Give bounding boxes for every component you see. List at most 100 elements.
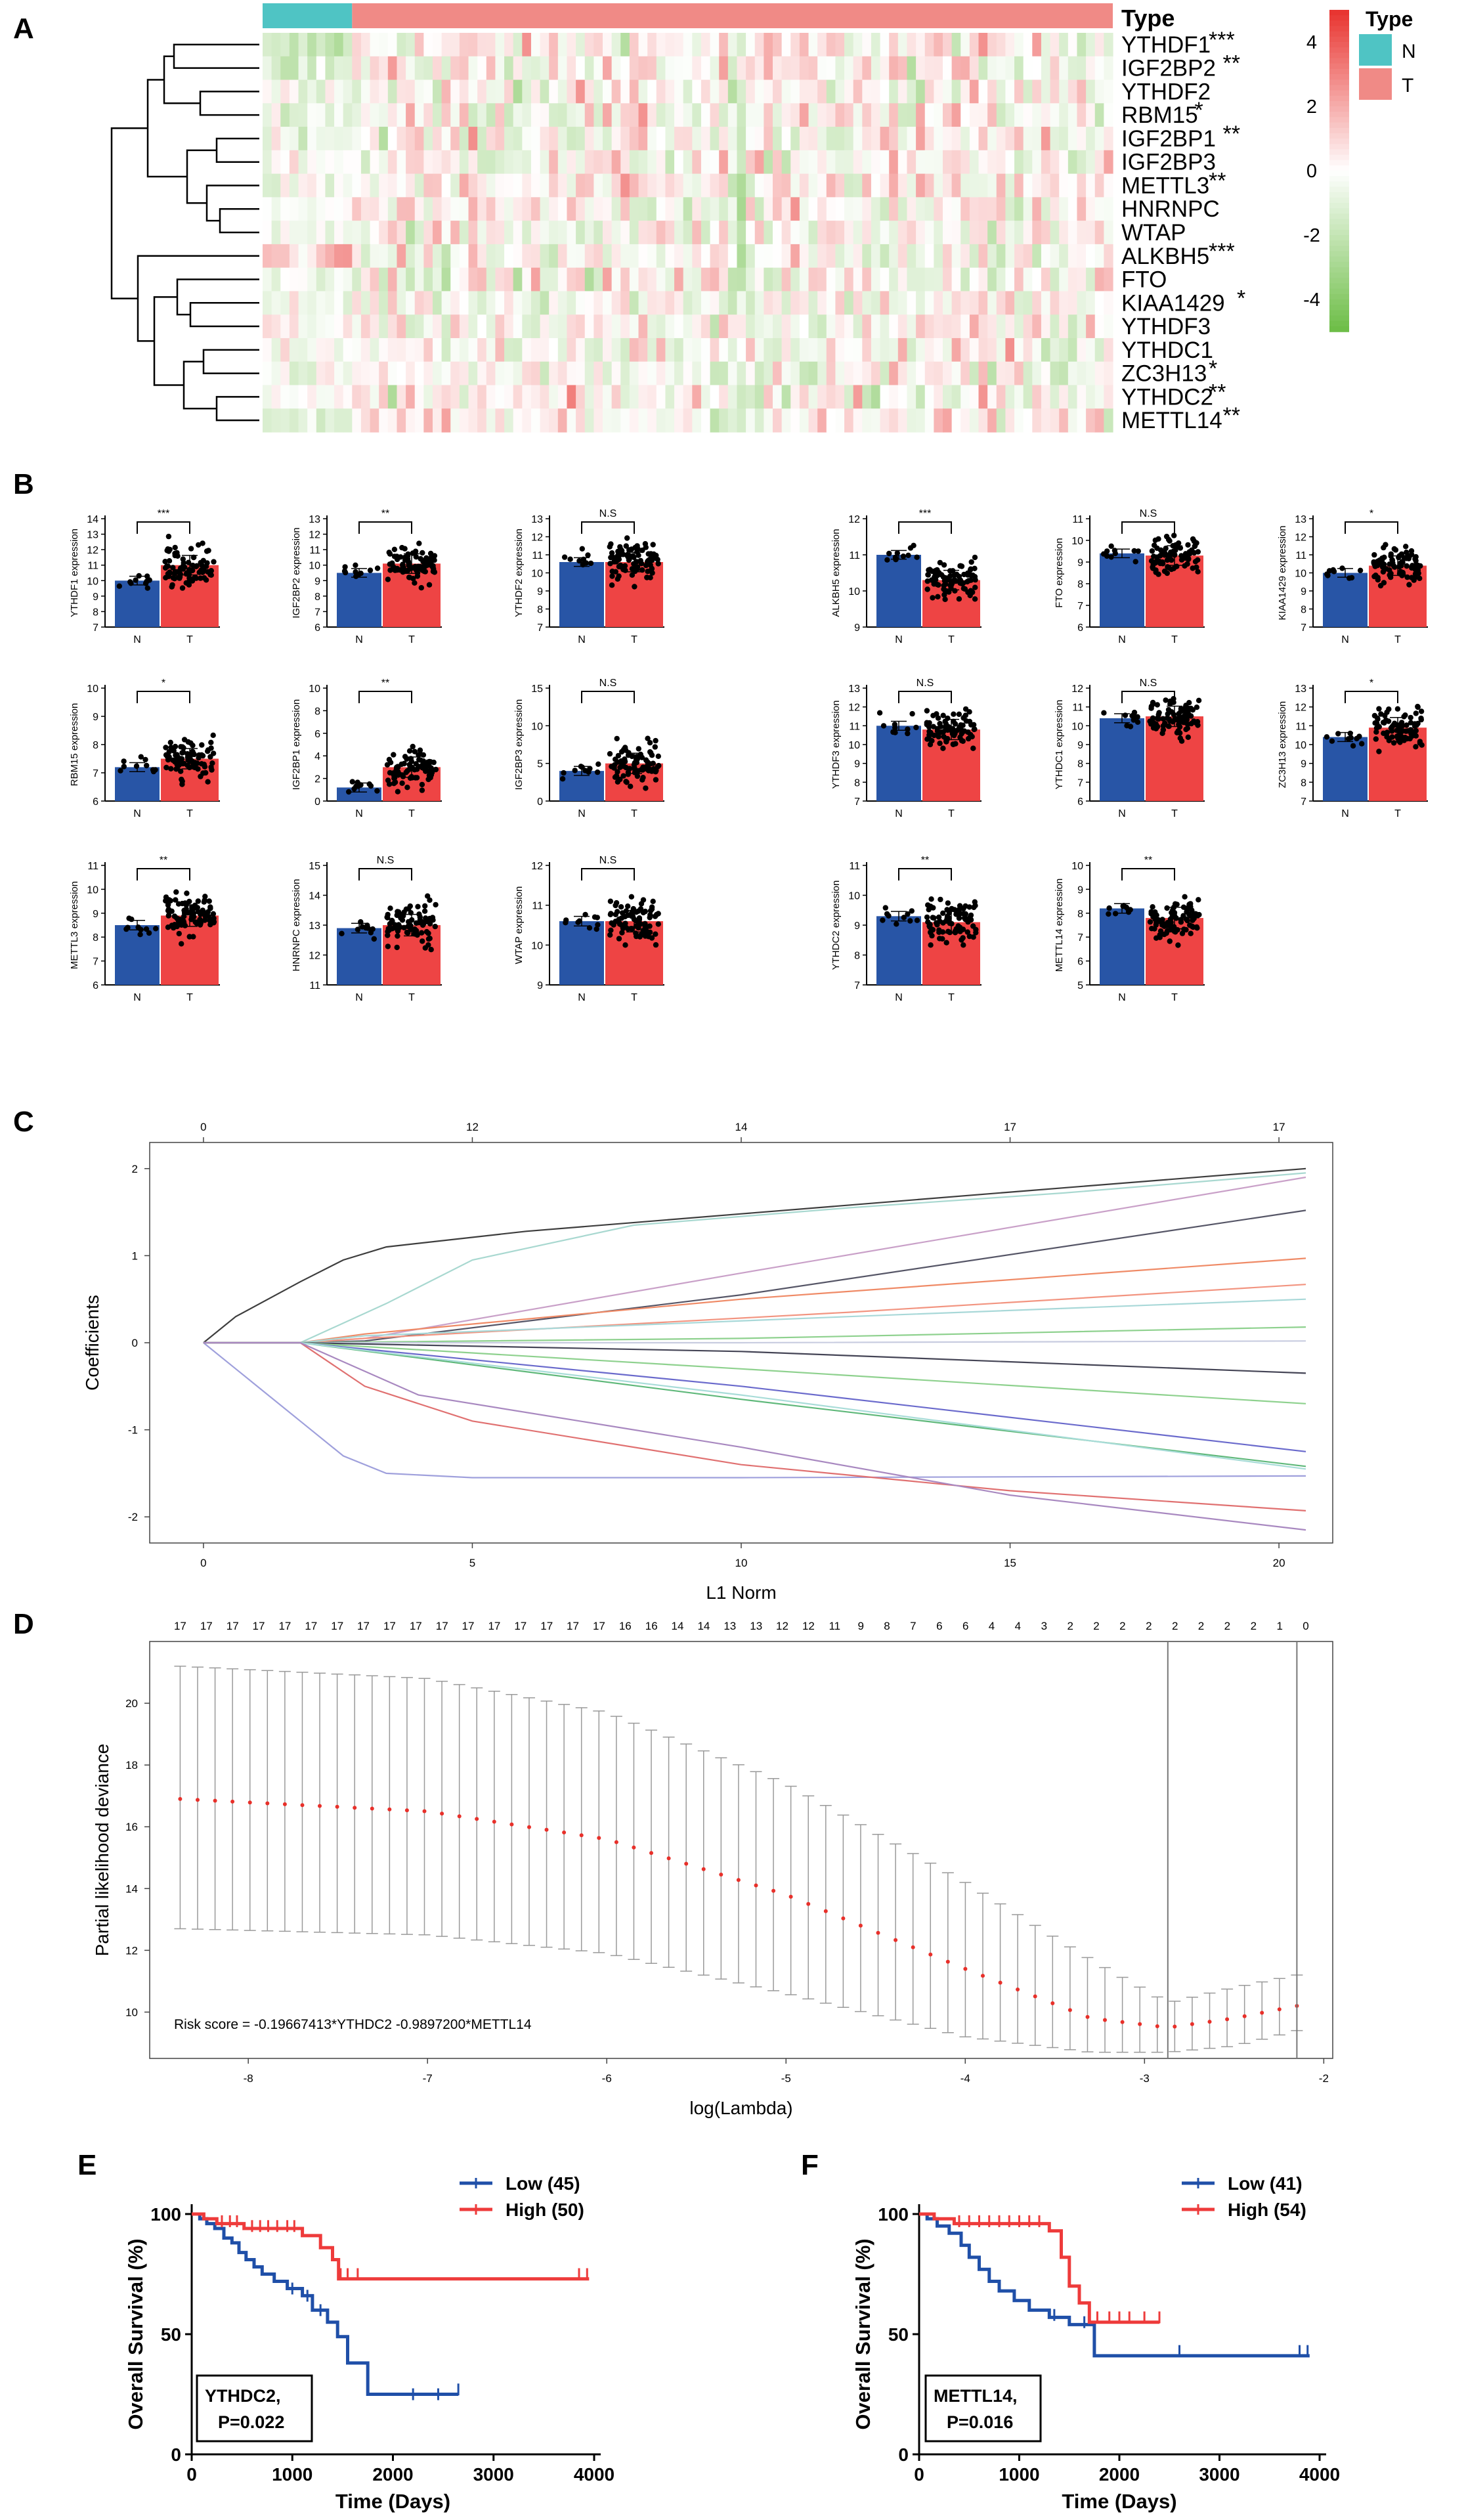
y-tick-label: 11 bbox=[87, 861, 98, 872]
heatmap-cell bbox=[370, 79, 379, 104]
data-dot bbox=[1171, 532, 1177, 538]
data-dot bbox=[1171, 550, 1176, 555]
data-dot bbox=[144, 573, 150, 579]
heatmap-cell bbox=[1032, 79, 1042, 104]
significance-bracket bbox=[137, 691, 190, 703]
heatmap-cell bbox=[719, 291, 729, 315]
heatmap-cell bbox=[557, 127, 568, 151]
heatmap-cell bbox=[1104, 291, 1113, 315]
heatmap-cell bbox=[799, 56, 809, 81]
heatmap-cell bbox=[773, 337, 783, 362]
heatmap-cell bbox=[656, 197, 666, 221]
color-bar-segment bbox=[1329, 165, 1349, 171]
top-tick-label: 2 bbox=[1067, 1620, 1073, 1632]
heatmap-cell bbox=[567, 150, 576, 175]
data-dot bbox=[618, 562, 624, 569]
data-dot bbox=[1100, 551, 1107, 557]
heatmap-cell bbox=[513, 56, 523, 81]
data-dot bbox=[198, 920, 204, 926]
heatmap-cell bbox=[441, 315, 451, 339]
y-tick-label: 11 bbox=[1072, 703, 1083, 714]
x-tick-label: N bbox=[133, 992, 141, 1003]
heatmap-cell bbox=[477, 315, 487, 339]
heatmap-cell bbox=[773, 221, 783, 245]
heatmap-cell bbox=[414, 244, 424, 269]
heatmap-cell bbox=[916, 291, 926, 315]
panel-label-a: A bbox=[13, 12, 34, 45]
heatmap-cell bbox=[576, 267, 586, 292]
top-tick-label: 14 bbox=[697, 1620, 710, 1632]
heatmap-cell bbox=[289, 408, 299, 433]
heatmap-cell bbox=[414, 127, 424, 151]
heatmap-cell bbox=[826, 197, 836, 221]
heatmap-cell bbox=[433, 150, 442, 175]
significance-marker: * bbox=[1195, 98, 1203, 123]
heatmap-cell bbox=[773, 173, 783, 198]
heatmap-cell bbox=[880, 361, 890, 386]
data-dot bbox=[1415, 704, 1421, 710]
heatmap-cell bbox=[387, 103, 398, 127]
heatmap-cell bbox=[844, 197, 854, 221]
heatmap-cell bbox=[1086, 267, 1096, 292]
heatmap-cell bbox=[352, 361, 362, 386]
heatmap-cell bbox=[406, 385, 416, 409]
heatmap-cell bbox=[522, 173, 532, 198]
heatmap-cell bbox=[370, 244, 379, 269]
heatmap-cell bbox=[880, 33, 890, 57]
heatmap-cell bbox=[638, 197, 648, 221]
heatmap-cell bbox=[352, 337, 362, 362]
heatmap-cell bbox=[638, 408, 648, 433]
heatmap-cell bbox=[969, 127, 980, 151]
heatmap-cell bbox=[1067, 103, 1078, 127]
heatmap-cell bbox=[334, 150, 344, 175]
data-dot bbox=[172, 743, 179, 750]
heatmap-cell bbox=[924, 127, 934, 151]
data-dot bbox=[1359, 741, 1365, 747]
heatmap-cell bbox=[907, 150, 916, 175]
data-dot bbox=[614, 909, 620, 915]
data-dot bbox=[1177, 545, 1184, 551]
heatmap-cell bbox=[1023, 150, 1033, 175]
heatmap-cell bbox=[567, 221, 576, 245]
heatmap-cell bbox=[263, 103, 272, 127]
data-dot bbox=[1178, 553, 1184, 559]
data-dot bbox=[419, 781, 425, 788]
heatmap-cell bbox=[387, 385, 398, 409]
heatmap-cell bbox=[897, 103, 908, 127]
heatmap-cell bbox=[1104, 315, 1113, 339]
heatmap-cell bbox=[584, 56, 594, 81]
heatmap-cell bbox=[656, 79, 666, 104]
heatmap-cell bbox=[620, 315, 630, 339]
heatmap-cell bbox=[504, 79, 514, 104]
data-dot bbox=[368, 783, 374, 789]
data-dot bbox=[972, 903, 978, 909]
data-dot bbox=[431, 569, 437, 575]
data-dot bbox=[165, 757, 171, 763]
data-dot bbox=[628, 926, 634, 932]
data-dot bbox=[1188, 720, 1194, 727]
color-bar-tick: 0 bbox=[1306, 161, 1317, 182]
heatmap-cell bbox=[450, 337, 460, 362]
heatmap-cell bbox=[406, 103, 416, 127]
heatmap-cell bbox=[468, 56, 478, 81]
data-dot bbox=[609, 573, 615, 579]
data-dot bbox=[619, 930, 625, 936]
heatmap-cell bbox=[897, 337, 908, 362]
heatmap-cell bbox=[263, 244, 272, 269]
data-dot bbox=[385, 944, 391, 949]
heatmap-cell bbox=[943, 33, 953, 57]
heatmap-cell bbox=[773, 385, 783, 409]
heatmap-cell bbox=[289, 33, 299, 57]
heatmap-cell bbox=[987, 173, 997, 198]
heatmap-cell bbox=[773, 291, 783, 315]
heatmap-cell bbox=[603, 33, 613, 57]
heatmap-cell bbox=[1077, 103, 1087, 127]
color-bar-tick: -2 bbox=[1303, 225, 1320, 246]
data-dot bbox=[133, 763, 140, 770]
data-dot bbox=[583, 560, 589, 566]
heatmap-cell bbox=[692, 385, 702, 409]
data-dot bbox=[188, 546, 194, 552]
heatmap-cell bbox=[263, 56, 272, 81]
heatmap-cell bbox=[620, 221, 630, 245]
data-dot bbox=[616, 936, 622, 942]
